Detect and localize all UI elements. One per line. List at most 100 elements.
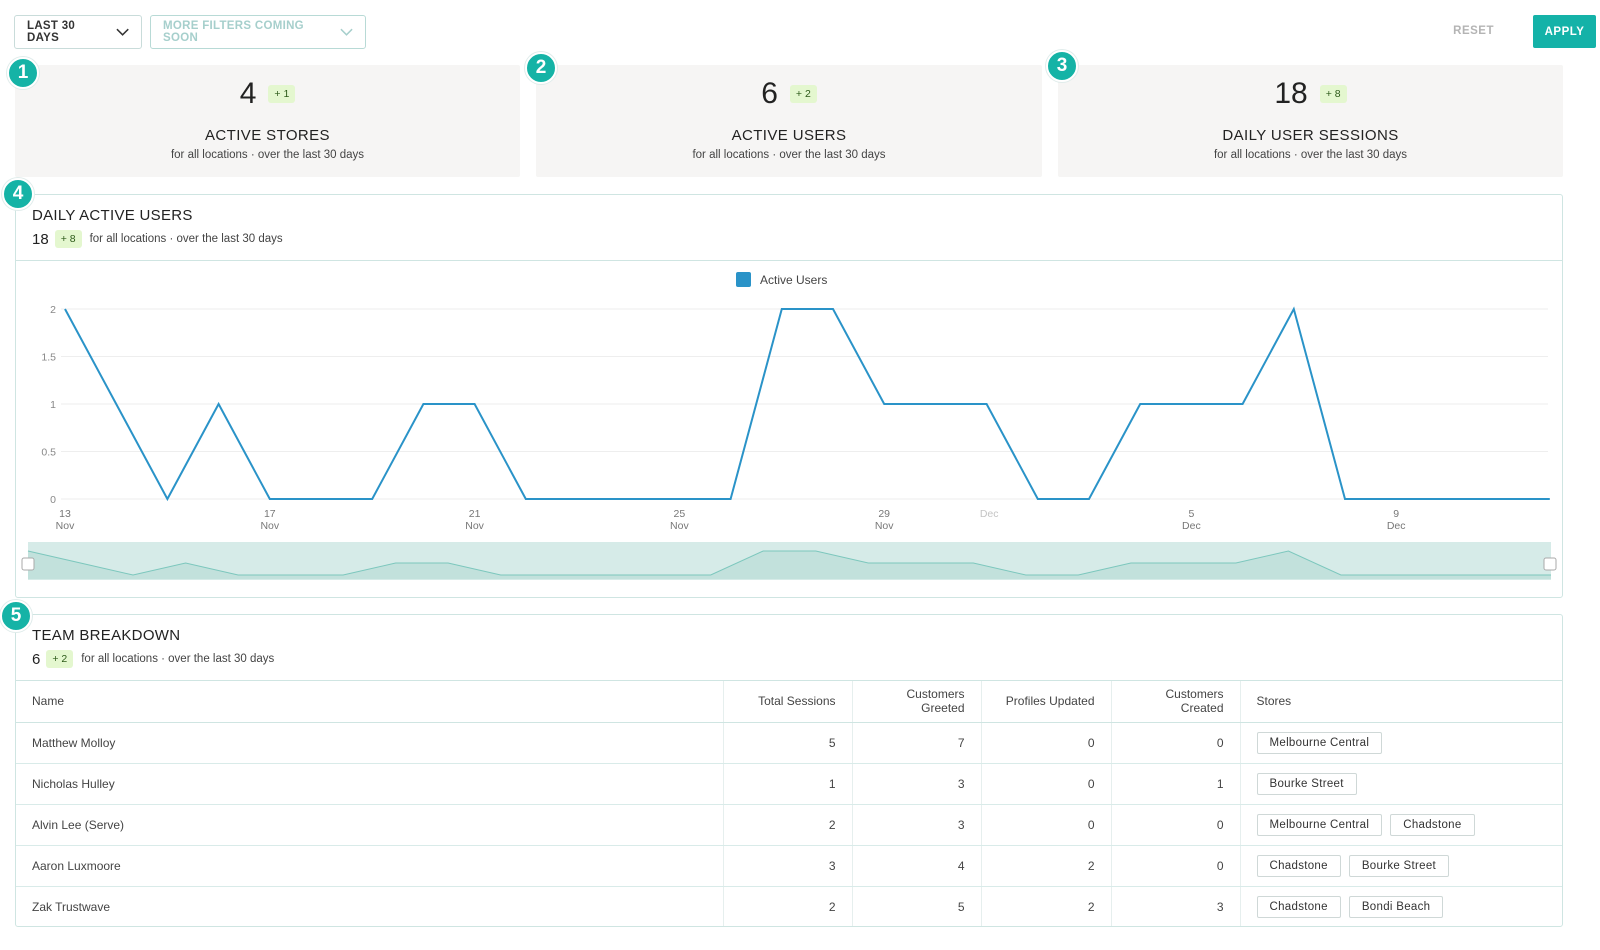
column-header-sessions[interactable]: Total Sessions <box>723 681 853 723</box>
panel-value: 6 <box>32 650 41 668</box>
delta-badge: + 2 <box>46 650 74 668</box>
panel-title: TEAM BREAKDOWN <box>32 627 181 644</box>
store-tag[interactable]: Bourke Street <box>1348 854 1450 877</box>
step-badge-2: 2 <box>525 52 557 84</box>
panel-title: DAILY ACTIVE USERS <box>32 207 193 224</box>
table-row[interactable]: Alvin Lee (Serve) 2 3 0 0 Melbourne Central Ch… <box>16 804 1562 846</box>
table-header-row: Name Total Sessions Customers Greeted Pr… <box>16 681 1562 723</box>
x-tick-label: 13 <box>59 508 71 520</box>
stat-label: DAILY USER SESSIONS <box>1222 127 1399 144</box>
member-name: Matthew Molloy <box>16 722 724 764</box>
delta-badge: + 8 <box>1319 85 1347 103</box>
legend-label: Active Users <box>760 273 827 287</box>
customers-created: 0 <box>1111 722 1241 764</box>
date-range-label: LAST 30 DAYS <box>27 20 76 44</box>
member-name: Aaron Luxmoore <box>16 845 724 887</box>
x-tick-month: Dec <box>1387 520 1406 532</box>
panel-subtitle: for all locations · over the last 30 day… <box>81 653 275 665</box>
stat-card-active-stores: 4 + 1 ACTIVE STORES for all locations · o… <box>15 65 520 177</box>
store-tag[interactable]: Melbourne Central <box>1256 813 1383 836</box>
navigator-area <box>28 551 1551 579</box>
x-tick-label: 29 <box>878 508 890 520</box>
chart-area: Active Users 0 0.5 1 1.5 2 13 Nov 17 Nov 21 Nov 25 No… <box>16 261 1562 602</box>
member-name: Nicholas Hulley <box>16 763 724 805</box>
team-breakdown-panel: TEAM BREAKDOWN 6 + 2 for all locations ·… <box>15 614 1563 927</box>
panel-value: 18 <box>32 230 49 248</box>
table-row[interactable]: Aaron Luxmoore 3 4 2 0 Chadstone Bourke Street <box>16 845 1562 887</box>
column-header-updated[interactable]: Profiles Updated <box>981 681 1112 723</box>
stat-card-active-users: 6 + 2 ACTIVE USERS for all locations · ov… <box>536 65 1042 177</box>
table-row[interactable]: Zak Trustwave 2 5 2 3 Chadstone Bondi Beach <box>16 886 1562 926</box>
x-tick-label: 5 <box>1188 508 1194 520</box>
date-range-dropdown[interactable]: LAST 30 DAYS <box>14 15 142 49</box>
profiles-updated: 2 <box>981 845 1112 887</box>
store-tag[interactable]: Melbourne Central <box>1256 731 1383 754</box>
step-badge-4: 4 <box>2 178 34 210</box>
table-row[interactable]: Nicholas Hulley 1 3 0 1 Bourke Street <box>16 763 1562 805</box>
legend-swatch <box>736 272 751 287</box>
x-tick-label: 25 <box>674 508 686 520</box>
filter-bar: LAST 30 DAYS MORE FILTERS COMING SOON RE… <box>14 15 1600 49</box>
navigator-line <box>27 550 1551 576</box>
panel-subtitle: for all locations · over the last 30 day… <box>89 233 283 245</box>
profiles-updated: 2 <box>981 886 1112 926</box>
x-tick-label: 9 <box>1393 508 1399 520</box>
x-tick-month: Nov <box>670 520 689 532</box>
daily-active-users-chart[interactable]: Active Users00.511.5213Nov17Nov21Nov25No… <box>16 261 1562 597</box>
stat-label: ACTIVE USERS <box>731 127 847 144</box>
stat-subtitle: for all locations · over the last 30 day… <box>1213 149 1408 161</box>
total-sessions: 2 <box>723 886 853 926</box>
team-table: Name Total Sessions Customers Greeted Pr… <box>16 681 1562 926</box>
column-header-stores[interactable]: Stores <box>1240 681 1562 723</box>
total-sessions: 3 <box>723 845 853 887</box>
reset-button[interactable]: RESET <box>1453 25 1494 37</box>
y-tick-label: 1 <box>50 399 56 411</box>
customers-created: 1 <box>1111 763 1241 805</box>
series-line-active-users <box>64 306 1550 502</box>
store-tag[interactable]: Bourke Street <box>1256 772 1357 795</box>
store-tag[interactable]: Chadstone <box>1390 813 1475 836</box>
more-filters-label: MORE FILTERS COMING SOON <box>163 20 304 44</box>
step-badge-3: 3 <box>1046 50 1078 82</box>
x-tick-month: Nov <box>875 520 894 532</box>
delta-badge: + 2 <box>789 85 817 103</box>
store-tag[interactable]: Bondi Beach <box>1348 895 1444 918</box>
store-tag[interactable]: Chadstone <box>1256 895 1341 918</box>
total-sessions: 1 <box>723 763 853 805</box>
x-tick-month: Dec <box>1182 520 1201 532</box>
stat-value: 6 <box>761 77 778 110</box>
customers-greeted: 3 <box>852 804 982 846</box>
navigator-handle-left[interactable] <box>21 557 35 571</box>
chevron-down-icon <box>340 28 353 36</box>
step-badge-1: 1 <box>7 57 39 89</box>
delta-badge: + 8 <box>54 230 82 248</box>
member-name: Alvin Lee (Serve) <box>16 804 724 846</box>
column-header-name[interactable]: Name <box>16 681 724 723</box>
daily-active-users-panel: DAILY ACTIVE USERS 18 + 8 for all locati… <box>15 194 1563 598</box>
customers-created: 0 <box>1111 804 1241 846</box>
more-filters-dropdown[interactable]: MORE FILTERS COMING SOON <box>150 15 366 49</box>
customers-greeted: 7 <box>852 722 982 764</box>
step-badge-5: 5 <box>0 600 32 632</box>
column-header-created[interactable]: Customers Created <box>1111 681 1241 723</box>
apply-button[interactable]: APPLY <box>1533 15 1596 48</box>
profiles-updated: 0 <box>981 804 1112 846</box>
profiles-updated: 0 <box>981 763 1112 805</box>
customers-created: 0 <box>1111 845 1241 887</box>
total-sessions: 5 <box>723 722 853 764</box>
store-tag[interactable]: Chadstone <box>1256 854 1341 877</box>
x-tick-label: 17 <box>264 508 276 520</box>
navigator-handle-right[interactable] <box>1543 557 1557 571</box>
x-tick-month: Nov <box>465 520 484 532</box>
y-tick-label: 0 <box>50 494 56 506</box>
chevron-down-icon <box>116 28 129 36</box>
stat-value: 4 <box>239 77 257 110</box>
stat-label: ACTIVE STORES <box>205 127 330 144</box>
x-tick-label: 21 <box>469 508 481 520</box>
table-row[interactable]: Matthew Molloy 5 7 0 0 Melbourne Central <box>16 722 1562 764</box>
column-header-greeted[interactable]: Customers Greeted <box>852 681 982 723</box>
x-tick-month: Nov <box>260 520 279 532</box>
x-tick-label: Dec <box>980 508 999 520</box>
stat-subtitle: for all locations · over the last 30 day… <box>692 149 886 161</box>
total-sessions: 2 <box>723 804 853 846</box>
